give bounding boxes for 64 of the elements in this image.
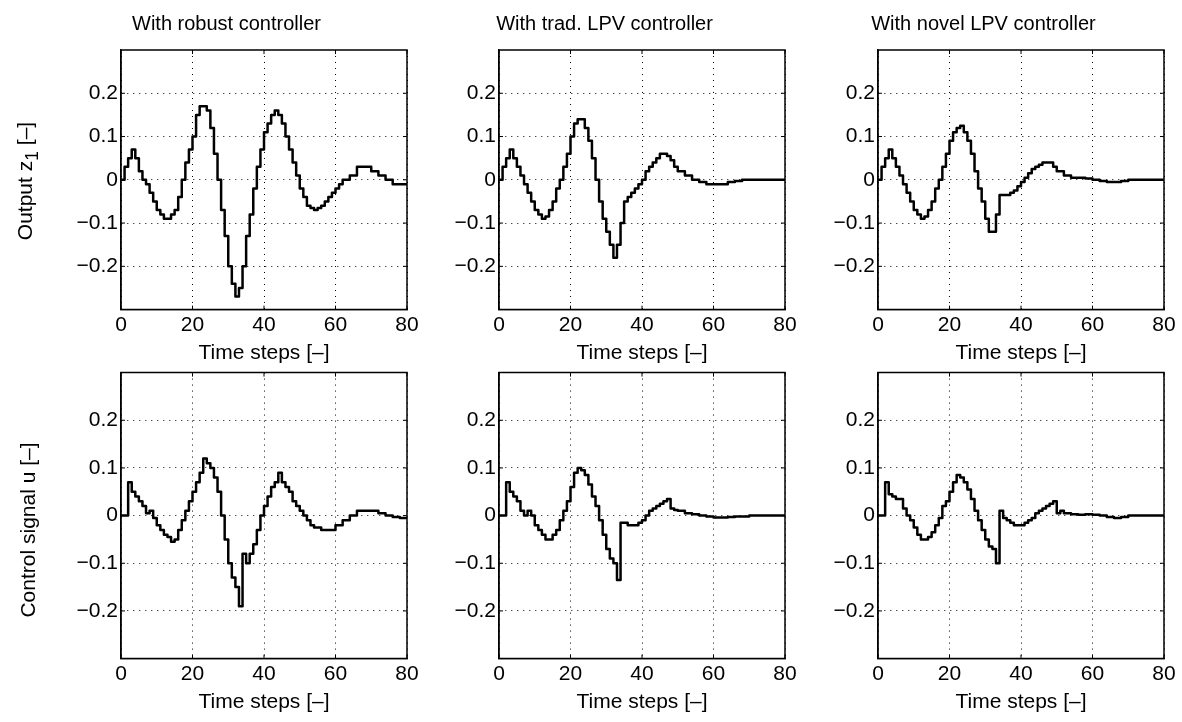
chart-title: With novel LPV controller <box>871 11 1097 34</box>
x-tick-label: 20 <box>180 312 205 335</box>
y-tick-label: −0.2 <box>833 597 875 621</box>
y-tick-label: 0 <box>863 502 875 526</box>
chart-title: With trad. LPV controller <box>496 11 714 34</box>
x-tick-label: 40 <box>1009 312 1033 335</box>
y-tick-label: 0.2 <box>88 80 118 104</box>
y-tick-label: −0.1 <box>454 550 496 574</box>
x-tick-label: 60 <box>323 661 348 684</box>
y-tick-label: 0.1 <box>88 123 118 147</box>
x-tick-label: 80 <box>773 312 797 335</box>
x-tick-label: 40 <box>630 312 654 335</box>
y-tick-label: −0.1 <box>76 209 118 233</box>
chart-title: With robust controller <box>132 11 322 34</box>
y-tick-label: 0.2 <box>845 80 875 104</box>
y-tick-label: 0.2 <box>88 407 118 431</box>
x-tick-label: 60 <box>1080 661 1105 684</box>
y-tick-label: −0.1 <box>833 550 875 574</box>
y-tick-label: 0.2 <box>466 80 496 104</box>
x-tick-label: 80 <box>1152 661 1176 684</box>
y-tick-label: 0.2 <box>845 407 875 431</box>
x-axis-title: Time steps [–] <box>576 689 708 713</box>
y-tick-label: 0 <box>106 502 118 526</box>
y-tick-label: 0.1 <box>845 123 875 147</box>
y-axis-title: Control signal u [–] <box>16 442 40 618</box>
y-tick-label: 0 <box>863 166 875 190</box>
x-axis-title: Time steps [–] <box>955 689 1087 713</box>
x-tick-label: 40 <box>252 312 276 335</box>
y-tick-label: 0 <box>106 166 118 190</box>
y-tick-label: −0.2 <box>454 253 496 277</box>
x-axis-title: Time steps [–] <box>576 340 708 364</box>
x-axis-title: Time steps [–] <box>198 689 330 713</box>
x-tick-label: 80 <box>773 661 797 684</box>
x-tick-label: 40 <box>630 661 654 684</box>
x-tick-label: 20 <box>558 312 583 335</box>
y-tick-label: −0.1 <box>76 550 118 574</box>
x-tick-label: 40 <box>252 661 276 684</box>
y-tick-label: −0.2 <box>76 253 118 277</box>
y-tick-label: 0 <box>484 502 496 526</box>
y-tick-label: 0.1 <box>466 454 496 478</box>
y-tick-label: −0.1 <box>833 209 875 233</box>
x-tick-label: 20 <box>558 661 583 684</box>
x-tick-label: 40 <box>1009 661 1033 684</box>
x-tick-label: 80 <box>395 661 419 684</box>
x-tick-label: 20 <box>180 661 205 684</box>
x-tick-label: 80 <box>1152 312 1176 335</box>
x-tick-label: 60 <box>701 312 726 335</box>
y-tick-label: 0.1 <box>88 454 118 478</box>
x-tick-label: 60 <box>323 312 348 335</box>
x-tick-label: 60 <box>701 661 726 684</box>
y-tick-label: −0.2 <box>454 597 496 621</box>
x-tick-label: 80 <box>395 312 419 335</box>
y-tick-label: −0.2 <box>76 597 118 621</box>
y-tick-label: −0.1 <box>454 209 496 233</box>
x-tick-label: 20 <box>937 661 962 684</box>
x-axis-title: Time steps [–] <box>198 340 330 364</box>
y-tick-label: 0 <box>484 166 496 190</box>
y-tick-label: 0.1 <box>466 123 496 147</box>
y-tick-label: 0.2 <box>466 407 496 431</box>
y-tick-label: 0.1 <box>845 454 875 478</box>
x-tick-label: 20 <box>937 312 962 335</box>
y-tick-label: −0.2 <box>833 253 875 277</box>
x-axis-title: Time steps [–] <box>955 340 1087 364</box>
x-tick-label: 60 <box>1080 312 1105 335</box>
